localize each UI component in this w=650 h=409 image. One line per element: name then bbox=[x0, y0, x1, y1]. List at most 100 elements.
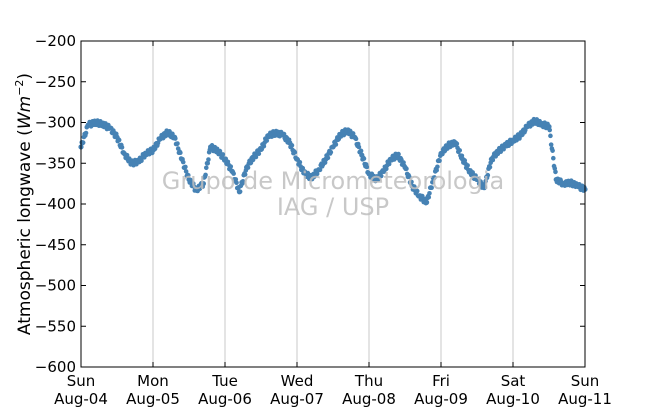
data-point bbox=[483, 178, 488, 184]
data-point bbox=[83, 130, 89, 136]
y-tick-label: −450 bbox=[35, 236, 76, 254]
data-point bbox=[328, 149, 334, 155]
data-point bbox=[325, 155, 331, 161]
data-point bbox=[289, 143, 295, 148]
data-point bbox=[376, 177, 381, 182]
data-point bbox=[383, 166, 389, 172]
data-point bbox=[430, 179, 435, 185]
data-point bbox=[245, 165, 251, 170]
x-tick-day-label: Sat bbox=[501, 372, 526, 390]
y-tick-label: −250 bbox=[35, 73, 76, 91]
x-tick-date-label: Aug-09 bbox=[414, 390, 468, 408]
y-tick-label: −350 bbox=[35, 154, 76, 172]
data-point bbox=[501, 146, 506, 152]
data-point bbox=[200, 181, 206, 187]
data-point bbox=[396, 151, 401, 157]
data-point bbox=[353, 136, 359, 142]
x-tick-date-label: Aug-11 bbox=[558, 390, 612, 408]
x-tick-date-label: Aug-10 bbox=[486, 390, 540, 408]
x-tick-date-label: Aug-08 bbox=[342, 390, 396, 408]
data-point bbox=[407, 174, 412, 180]
data-point bbox=[314, 171, 320, 177]
data-point bbox=[180, 159, 186, 165]
data-point bbox=[434, 167, 439, 173]
watermark: Grupo de Micrometeorologia IAG / USP bbox=[162, 167, 504, 221]
data-point bbox=[358, 148, 364, 154]
data-point bbox=[437, 158, 442, 164]
data-point bbox=[547, 127, 553, 133]
data-point bbox=[203, 172, 208, 178]
data-point bbox=[292, 150, 298, 155]
data-point bbox=[414, 188, 420, 194]
data-point bbox=[426, 194, 432, 200]
data-point bbox=[550, 148, 555, 153]
data-point bbox=[404, 166, 409, 172]
data-point bbox=[551, 155, 556, 161]
x-tick-day-label: Wed bbox=[281, 372, 314, 390]
data-point bbox=[356, 144, 362, 150]
data-point bbox=[378, 173, 384, 179]
data-point bbox=[490, 157, 496, 163]
x-tick-day-label: Sun bbox=[571, 372, 600, 390]
data-point bbox=[435, 164, 440, 170]
y-tick-label: −600 bbox=[35, 358, 76, 376]
data-point bbox=[552, 166, 558, 171]
data-point bbox=[333, 142, 339, 147]
x-tick-date-label: Aug-05 bbox=[126, 390, 180, 408]
data-point bbox=[427, 191, 432, 196]
data-point bbox=[424, 199, 430, 205]
data-point bbox=[548, 142, 554, 147]
data-point bbox=[412, 184, 417, 189]
data-point bbox=[454, 141, 460, 147]
data-point bbox=[429, 185, 434, 190]
data-point bbox=[256, 151, 262, 157]
watermark-line-1: Grupo de Micrometeorologia bbox=[162, 167, 504, 195]
x-tick-day-label: Sun bbox=[67, 372, 96, 390]
y-axis-label: Atmospheric longwave (Wm−2) bbox=[13, 73, 35, 335]
data-point bbox=[261, 143, 267, 149]
data-point bbox=[473, 173, 478, 178]
data-point bbox=[253, 154, 259, 160]
data-point bbox=[220, 152, 226, 157]
data-point bbox=[386, 161, 392, 167]
data-point bbox=[116, 137, 122, 143]
data-point bbox=[242, 172, 248, 177]
data-point bbox=[80, 140, 86, 145]
data-point bbox=[465, 163, 470, 168]
x-tick-date-label: Aug-04 bbox=[54, 390, 108, 408]
data-point bbox=[361, 156, 367, 161]
data-point bbox=[124, 152, 130, 158]
data-point bbox=[300, 165, 306, 171]
y-tick-label: −550 bbox=[35, 317, 76, 335]
data-point bbox=[317, 167, 323, 173]
data-point bbox=[409, 179, 414, 185]
data-point bbox=[482, 184, 488, 190]
data-point bbox=[457, 148, 463, 153]
data-point bbox=[173, 136, 178, 141]
y-tick-label: −200 bbox=[35, 32, 76, 50]
data-point bbox=[175, 141, 180, 146]
watermark-line-2: IAG / USP bbox=[277, 193, 389, 221]
x-tick-day-label: Tue bbox=[211, 372, 238, 390]
data-point bbox=[487, 164, 493, 170]
data-point bbox=[264, 138, 270, 143]
data-point bbox=[185, 172, 191, 178]
data-point bbox=[183, 164, 188, 170]
x-tick-day-label: Thu bbox=[354, 372, 383, 390]
x-tick-day-label: Mon bbox=[137, 372, 169, 390]
data-point bbox=[205, 160, 211, 166]
data-point bbox=[297, 159, 303, 165]
data-point bbox=[228, 164, 234, 169]
data-point bbox=[203, 165, 209, 171]
data-point bbox=[231, 171, 236, 176]
x-tick-date-label: Aug-07 bbox=[270, 390, 324, 408]
data-point bbox=[548, 133, 553, 139]
data-point bbox=[364, 164, 370, 170]
data-point bbox=[119, 145, 125, 150]
grid-lines bbox=[152, 41, 514, 367]
x-tick-day-label: Fri bbox=[432, 372, 450, 390]
y-tick-label: −500 bbox=[35, 277, 76, 295]
data-point bbox=[234, 180, 239, 186]
